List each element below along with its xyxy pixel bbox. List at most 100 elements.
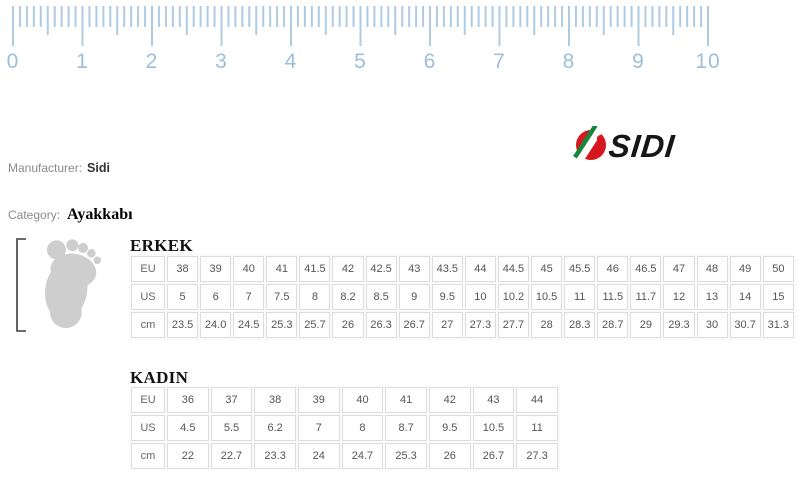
size-cell: 27.7 <box>497 312 530 338</box>
size-cell: 45.5 <box>564 256 596 282</box>
size-cell: 43.5 <box>431 256 463 282</box>
size-cell: 48 <box>696 256 728 282</box>
ruler-number: 9 <box>632 50 645 73</box>
sidi-logo-emblem <box>573 124 606 163</box>
size-cell: 10 <box>464 284 496 310</box>
size-cell: 7 <box>297 415 340 441</box>
section-title-erkek: ERKEK <box>130 236 193 255</box>
size-cell: 7 <box>233 284 265 310</box>
size-cell: 25.3 <box>385 443 427 469</box>
size-cell: 26.7 <box>398 312 430 338</box>
size-cell: 9 <box>398 284 430 310</box>
size-cell: 5 <box>167 284 199 310</box>
ruler-number: 5 <box>354 50 367 73</box>
size-table-erkek: EU 38 39 40 41 41.5 42 42.5 43 43.5 44 44.5 45 45.5 46… <box>129 254 796 340</box>
size-table: EU 36 37 38 39 40 41 42 43 44 US 4.5 5.5 6.2 7 8 8.7 9.5 1… <box>129 385 560 471</box>
size-cell: 5.5 <box>210 415 253 441</box>
size-cell: 30 <box>696 312 728 338</box>
category-value: Ayakkabı <box>67 206 133 223</box>
size-cell: 26 <box>332 312 364 338</box>
size-cell: 44 <box>516 387 558 413</box>
size-cell: 11 <box>516 415 558 441</box>
size-cell: 43 <box>398 256 430 282</box>
size-row-label: EU <box>131 256 165 282</box>
foot-measure-figure <box>10 236 120 341</box>
size-row-label: EU <box>131 387 165 413</box>
size-cell: 29.3 <box>663 312 695 338</box>
size-cell: 11.5 <box>597 284 629 310</box>
size-cell: 41 <box>266 256 298 282</box>
category-line: Category: Ayakkabı <box>8 206 133 224</box>
size-cell: 15 <box>762 284 794 310</box>
size-row: EU 36 37 38 39 40 41 42 43 44 <box>131 387 558 413</box>
size-row: EU 38 39 40 41 41.5 42 42.5 43 43.5 44 44.5 45 45.5 46… <box>131 256 794 282</box>
manufacturer-line: Manufacturer: Sidi <box>8 161 110 175</box>
foot-silhouette <box>45 239 102 329</box>
size-cell: 28.3 <box>564 312 596 338</box>
size-cell: 42 <box>332 256 364 282</box>
size-cell: 39 <box>297 387 340 413</box>
size-table-kadin: EU 36 37 38 39 40 41 42 43 44 US 4.5 5.5 6.2 7 8 8.7 9.5 1… <box>129 385 560 471</box>
size-cell: 25.3 <box>266 312 298 338</box>
size-cell: 7.5 <box>266 284 298 310</box>
size-cell: 50 <box>762 256 794 282</box>
size-cell: 11.7 <box>630 284 662 310</box>
manufacturer-value: Sidi <box>87 161 110 175</box>
size-cell: 29 <box>630 312 662 338</box>
ruler-number: 6 <box>424 50 437 73</box>
size-cell: 8 <box>341 415 384 441</box>
size-cell: 47 <box>663 256 695 282</box>
measure-bracket <box>16 238 26 332</box>
size-cell: 36 <box>167 387 209 413</box>
size-cell: 27.3 <box>464 312 496 338</box>
size-cell: 43 <box>472 387 515 413</box>
manufacturer-label: Manufacturer: <box>8 161 83 175</box>
size-cell: 49 <box>729 256 761 282</box>
size-cell: 22.7 <box>210 443 253 469</box>
size-cell: 38 <box>254 387 296 413</box>
size-cell: 27.3 <box>516 443 558 469</box>
size-cell: 26 <box>428 443 471 469</box>
size-cell: 26.3 <box>365 312 397 338</box>
size-row: US 4.5 5.5 6.2 7 8 8.7 9.5 10.5 11 <box>131 415 558 441</box>
size-cell: 31.3 <box>762 312 794 338</box>
size-row: cm 22 22.7 23.3 24 24.7 25.3 26 26.7 27.3 <box>131 443 558 469</box>
ruler-number: 8 <box>563 50 576 73</box>
size-cell: 46 <box>597 256 629 282</box>
category-label: Category: <box>8 208 61 222</box>
size-cell: 26.7 <box>472 443 515 469</box>
size-cell: 9.5 <box>428 415 471 441</box>
size-cell: 41.5 <box>299 256 331 282</box>
size-cell: 6 <box>200 284 232 310</box>
size-cell: 11 <box>564 284 596 310</box>
size-cell: 10.5 <box>472 415 515 441</box>
size-cell: 37 <box>210 387 253 413</box>
size-row: US 5 6 7 7.5 8 8.2 8.5 9 9.5 10 10.2 10.5 11 11.5 11.7 1… <box>131 284 794 310</box>
size-cell: 46.5 <box>630 256 662 282</box>
ruler-number: 10 <box>695 50 720 73</box>
sidi-logo: SIDI <box>573 124 713 173</box>
size-cell: 8 <box>299 284 331 310</box>
size-cell: 8.2 <box>332 284 364 310</box>
size-cell: 38 <box>167 256 199 282</box>
ruler-svg: 0 1 2 3 4 5 6 7 8 9 10 <box>7 6 720 73</box>
size-cell: 44 <box>464 256 496 282</box>
size-row-label: US <box>131 284 165 310</box>
size-cell: 40 <box>341 387 384 413</box>
size-cell: 10.5 <box>531 284 563 310</box>
size-cell: 12 <box>663 284 695 310</box>
ruler-number: 1 <box>76 50 89 73</box>
size-row-label: cm <box>131 443 165 469</box>
size-cell: 23.3 <box>254 443 296 469</box>
size-cell: 9.5 <box>431 284 463 310</box>
section-title-kadin: KADIN <box>130 368 189 387</box>
size-cell: 24 <box>297 443 340 469</box>
size-cell: 39 <box>200 256 232 282</box>
size-cell: 23.5 <box>167 312 199 338</box>
size-cell: 14 <box>729 284 761 310</box>
size-cell: 24.0 <box>200 312 232 338</box>
size-cell: 28 <box>531 312 563 338</box>
size-cell: 45 <box>531 256 563 282</box>
size-cell: 42 <box>428 387 471 413</box>
